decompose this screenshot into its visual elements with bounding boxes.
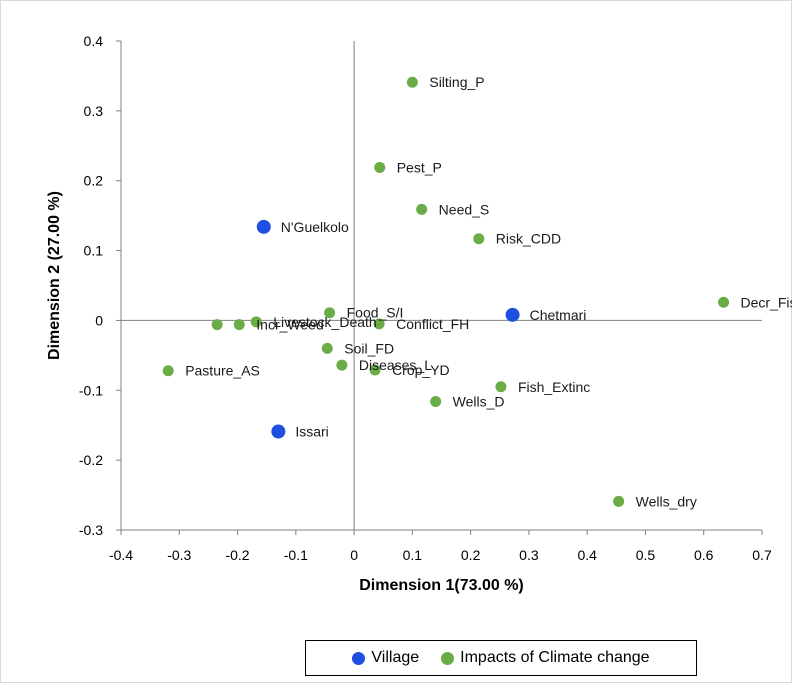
data-point	[211, 319, 223, 331]
data-point	[613, 495, 625, 507]
y-tick-label: -0.1	[79, 382, 103, 398]
y-tick-label: 0.2	[84, 173, 104, 189]
legend: Village Impacts of Climate change	[305, 640, 697, 676]
y-tick-label: -0.2	[79, 452, 103, 468]
data-point-label: Issari	[295, 424, 328, 440]
data-point-label: Fish_Extinc	[518, 379, 590, 395]
data-point	[374, 161, 386, 173]
x-tick-label: 0.3	[519, 547, 539, 563]
data-point	[473, 233, 485, 245]
x-tick-label: -0.4	[109, 547, 133, 563]
data-point	[324, 307, 336, 319]
x-tick-label: -0.3	[167, 547, 191, 563]
y-tick-label: -0.3	[79, 522, 103, 538]
x-tick-label: -0.2	[225, 547, 249, 563]
axes: -0.4 -0.3 -0.2 -0.1 0 0.1 0.2 0.3 0.4 0.5 0.6 0.7 -0…	[79, 33, 772, 563]
legend-label-village: Village	[371, 649, 420, 666]
data-point	[718, 296, 730, 308]
y-tick-label: 0.4	[84, 33, 104, 49]
x-tick-label: 0.6	[694, 547, 714, 563]
legend-marker-impacts	[441, 651, 455, 665]
data-point-label: Conflict_FH	[396, 316, 469, 332]
data-point	[233, 319, 245, 331]
data-point	[416, 203, 428, 215]
data-point	[505, 307, 520, 322]
data-point-label: Pest_P	[397, 159, 442, 175]
data-point	[430, 395, 442, 407]
legend-item-village: Village	[352, 649, 419, 667]
x-tick-label: 0.5	[636, 547, 656, 563]
data-point-label: Soil_FD	[344, 340, 394, 356]
data-point-label: Risk_CDD	[496, 231, 561, 247]
data-point-label: Chetmari	[530, 307, 587, 323]
data-point-label: Decr_Fish	[741, 294, 792, 310]
point-labels: N'Guelkolo Chetmari Issari Silting_P Pest_P N…	[185, 74, 792, 509]
data-points	[162, 76, 730, 507]
data-point	[271, 424, 286, 439]
x-tick-label: 0.4	[577, 547, 597, 563]
x-tick-label: 0.2	[461, 547, 481, 563]
data-point-label: Need_S	[439, 201, 490, 217]
data-point-label: Wells_D	[453, 393, 505, 409]
data-point-label: Silting_P	[429, 74, 484, 90]
legend-item-impacts: Impacts of Climate change	[441, 649, 650, 667]
legend-marker-village	[352, 651, 366, 665]
legend-label-impacts: Impacts of Climate change	[460, 649, 650, 666]
data-point	[495, 381, 507, 393]
data-point-label: Livestock_Death	[273, 314, 377, 330]
data-point-label: N'Guelkolo	[281, 219, 349, 235]
data-point	[369, 364, 381, 376]
x-tick-label: 0.1	[403, 547, 423, 563]
data-point	[373, 318, 385, 330]
y-tick-label: 0.3	[84, 103, 104, 119]
x-axis-title: Dimension 1(73.00 %)	[359, 577, 524, 594]
x-tick-label: 0	[350, 547, 358, 563]
data-point	[250, 316, 262, 328]
data-point-label: Wells_dry	[636, 493, 697, 509]
data-point	[162, 365, 174, 377]
y-axis-title: Dimension 2 (27.00 %)	[46, 191, 63, 360]
data-point	[321, 342, 333, 354]
data-point	[256, 219, 271, 234]
data-point-label: Pasture_AS	[185, 363, 260, 379]
y-tick-label: 0.1	[84, 243, 104, 259]
data-point-label: Incr_Weed	[256, 317, 323, 333]
x-tick-label: -0.1	[284, 547, 308, 563]
x-tick-label: 0.7	[752, 547, 772, 563]
data-point-label: Crop_YD	[392, 362, 450, 378]
y-tick-label: 0	[95, 312, 103, 328]
data-point	[336, 359, 348, 371]
data-point	[406, 76, 418, 88]
data-point-label: Food_S/I	[347, 305, 404, 321]
data-point-label: Diseases_L	[359, 357, 432, 373]
